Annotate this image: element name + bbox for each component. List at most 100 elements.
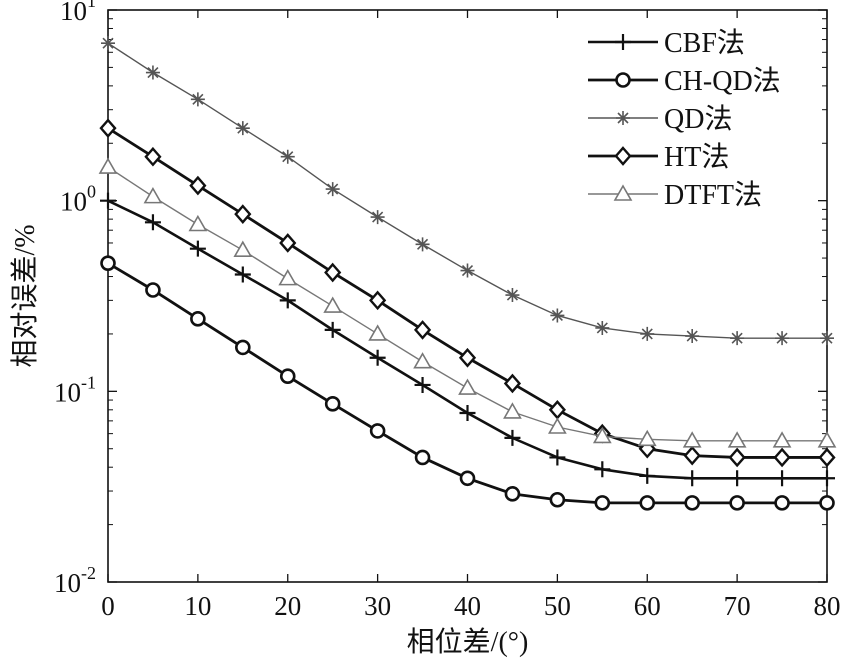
data-point bbox=[547, 417, 567, 434]
data-point bbox=[774, 470, 791, 487]
legend-label: QD法 bbox=[664, 103, 732, 135]
series-1 bbox=[100, 192, 835, 487]
y-tick-base: 10 bbox=[54, 568, 81, 598]
series-line bbox=[107, 199, 827, 480]
data-point bbox=[325, 182, 340, 197]
data-point bbox=[684, 495, 700, 511]
data-point bbox=[369, 349, 386, 366]
x-tick-label: 0 bbox=[101, 591, 115, 621]
data-point bbox=[594, 461, 611, 478]
legend-label: HT法 bbox=[664, 141, 729, 173]
data-point bbox=[727, 431, 747, 448]
data-point bbox=[324, 396, 341, 412]
data-point bbox=[549, 491, 566, 508]
data-point bbox=[278, 269, 298, 286]
data-point bbox=[324, 321, 341, 338]
data-point bbox=[99, 118, 117, 138]
data-point bbox=[774, 495, 790, 511]
data-point bbox=[189, 175, 207, 196]
legend-item: CH-QD法 bbox=[588, 65, 781, 97]
data-point bbox=[415, 237, 430, 252]
data-point bbox=[370, 210, 385, 225]
data-point bbox=[817, 431, 837, 448]
data-point bbox=[144, 146, 162, 167]
data-point bbox=[324, 262, 342, 283]
data-point bbox=[639, 467, 656, 484]
x-tick-label: 40 bbox=[454, 591, 481, 621]
y-tick-exponent: 0 bbox=[87, 182, 96, 202]
data-point bbox=[234, 266, 251, 283]
data-point bbox=[504, 486, 521, 502]
data-point bbox=[549, 449, 566, 466]
y-tick-base: 10 bbox=[60, 187, 87, 217]
y-tick-exponent: -2 bbox=[81, 563, 96, 583]
legend-label: DTFT法 bbox=[664, 179, 762, 211]
data-point bbox=[818, 447, 836, 468]
x-tick-label: 60 bbox=[634, 591, 661, 621]
data-point bbox=[503, 373, 522, 394]
data-point bbox=[775, 331, 790, 346]
y-tick-label: 10-1 bbox=[54, 372, 96, 407]
data-point bbox=[143, 187, 163, 204]
legend-item: QD法 bbox=[588, 103, 732, 135]
legend-marker bbox=[615, 34, 631, 50]
legend-marker bbox=[613, 184, 633, 201]
data-point bbox=[413, 352, 432, 369]
data-point bbox=[144, 214, 161, 231]
data-point bbox=[414, 376, 431, 393]
data-point bbox=[819, 470, 835, 487]
x-tick-label: 20 bbox=[274, 591, 301, 621]
data-point bbox=[595, 320, 610, 335]
data-point bbox=[368, 324, 388, 341]
data-point bbox=[188, 214, 208, 232]
data-point bbox=[279, 233, 297, 253]
y-tick-exponent: -1 bbox=[81, 372, 96, 392]
data-point bbox=[101, 36, 115, 51]
data-point bbox=[682, 431, 702, 448]
y-tick-label: 10-2 bbox=[54, 563, 96, 598]
data-point bbox=[235, 339, 251, 356]
legend-item: HT法 bbox=[588, 141, 729, 173]
legend-item: CBF法 bbox=[588, 27, 745, 59]
data-point bbox=[639, 495, 656, 511]
data-point bbox=[413, 320, 432, 340]
y-tick-base: 10 bbox=[60, 0, 87, 26]
data-point bbox=[640, 326, 655, 341]
data-point bbox=[145, 282, 161, 298]
data-point bbox=[369, 423, 386, 439]
legend-item: DTFT法 bbox=[588, 179, 762, 211]
data-point bbox=[728, 447, 746, 468]
data-point bbox=[685, 329, 700, 344]
data-point bbox=[279, 368, 296, 385]
data-point bbox=[683, 445, 701, 466]
data-point bbox=[280, 149, 295, 164]
data-point bbox=[730, 331, 745, 346]
legend-label: CH-QD法 bbox=[664, 65, 781, 97]
data-point bbox=[459, 404, 476, 421]
data-point bbox=[594, 495, 611, 511]
x-tick-label: 30 bbox=[364, 591, 391, 621]
y-tick-label: 101 bbox=[60, 0, 96, 26]
data-point bbox=[505, 288, 520, 303]
data-point bbox=[235, 121, 250, 136]
data-point bbox=[819, 495, 835, 511]
legend-marker bbox=[615, 72, 631, 88]
data-point bbox=[414, 449, 431, 466]
y-tick-base: 10 bbox=[54, 377, 81, 407]
x-tick-label: 10 bbox=[184, 591, 211, 621]
data-point bbox=[189, 240, 206, 257]
data-point bbox=[504, 429, 521, 446]
data-point bbox=[684, 470, 701, 487]
data-point bbox=[637, 429, 657, 447]
data-point bbox=[820, 331, 834, 346]
y-tick-exponent: 1 bbox=[87, 0, 96, 11]
data-point bbox=[729, 470, 746, 487]
data-point bbox=[503, 402, 522, 419]
legend: CBF法 CH-QD法 QD法 HT法 DTFT法 bbox=[588, 27, 781, 211]
series-2 bbox=[100, 255, 835, 511]
legend-label: CBF法 bbox=[664, 27, 745, 59]
data-point bbox=[459, 470, 476, 487]
y-tick-label: 100 bbox=[60, 182, 96, 217]
data-point bbox=[550, 308, 565, 323]
